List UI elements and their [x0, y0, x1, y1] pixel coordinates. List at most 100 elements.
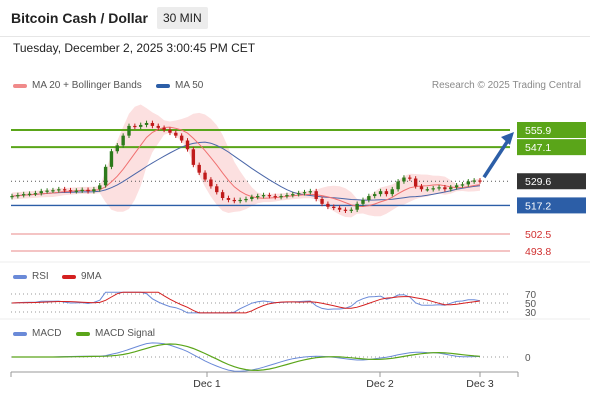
candle-body — [133, 125, 137, 128]
candle-body — [121, 135, 125, 146]
candle-body — [466, 181, 470, 185]
level-label: 517.2 — [525, 200, 551, 212]
level-label: 547.1 — [525, 142, 551, 154]
candle-body — [232, 199, 236, 202]
candle-body — [443, 187, 447, 190]
target-label: 493.8 — [525, 246, 551, 258]
instrument-title: Bitcoin Cash / Dollar — [11, 10, 148, 26]
candle-body — [273, 196, 277, 198]
interval-button[interactable]: 30 MIN — [157, 7, 208, 29]
candle-body — [191, 149, 196, 165]
legend-9ma: 9MA — [62, 271, 102, 282]
signal-swatch — [76, 331, 90, 336]
rsi-level-label: 50 — [525, 299, 537, 310]
candle-body — [337, 207, 342, 210]
candle-body — [302, 192, 307, 194]
legend-macd-label: MACD — [32, 328, 62, 339]
candle-body — [402, 177, 406, 182]
candle-body — [267, 195, 272, 197]
legend-ma-bb-label: MA 20 + Bollinger Bands — [32, 80, 142, 91]
candle-body — [314, 191, 318, 199]
level-label-box — [517, 197, 586, 214]
candle-body — [256, 196, 260, 198]
x-tick-label: Dec 2 — [366, 378, 394, 390]
candle-body — [296, 193, 301, 195]
x-tick-label: Dec 1 — [193, 378, 221, 390]
candle-body — [279, 196, 283, 198]
candle-body — [238, 199, 242, 202]
ma9-swatch — [62, 274, 76, 279]
legend-ma-bb: MA 20 + Bollinger Bands — [13, 80, 142, 91]
candle-body — [472, 180, 476, 182]
legend-ma50: MA 50 — [156, 80, 203, 91]
candle-body — [115, 145, 119, 152]
level-label: 555.9 — [525, 125, 551, 137]
legend-macd: MACD — [13, 328, 61, 339]
candle-body — [332, 206, 336, 208]
candle-body — [431, 188, 435, 190]
rsi-9ma-line — [11, 291, 481, 314]
candle-body — [220, 192, 225, 199]
candle-body — [109, 151, 114, 167]
candle-body — [261, 195, 266, 197]
candle-body — [250, 197, 254, 199]
candle-body — [156, 125, 160, 128]
candle-body — [162, 127, 166, 130]
candle-body — [408, 177, 412, 179]
candle-body — [127, 125, 131, 136]
candle-body — [80, 189, 84, 192]
candle-body — [378, 191, 383, 195]
candle-body — [437, 187, 441, 189]
candle-body — [92, 189, 96, 192]
candle-body — [308, 191, 313, 193]
candle-body — [425, 189, 430, 191]
candle-body — [349, 209, 353, 211]
candle-body — [203, 172, 207, 180]
credit-text: Research © 2025 Trading Central — [431, 80, 581, 91]
legend-macd-signal: MACD Signal — [76, 328, 155, 339]
candle-body — [326, 203, 330, 207]
candle-body — [144, 122, 149, 125]
candle-body — [27, 193, 32, 195]
candle-body — [33, 193, 38, 195]
legend-ma50-label: MA 50 — [175, 80, 204, 91]
candle-body — [361, 199, 365, 204]
candle-body — [62, 189, 67, 191]
candle-body — [215, 186, 219, 193]
candle-body — [320, 198, 324, 204]
timestamp: Tuesday, December 2, 2025 3:00:45 PM CET — [13, 41, 256, 55]
candle-body — [291, 194, 295, 196]
x-tick-label: Dec 3 — [466, 378, 494, 390]
candle-body — [197, 164, 201, 173]
level-label-box — [517, 139, 586, 156]
forecast-arrowhead — [501, 132, 514, 145]
candle-body — [285, 195, 289, 197]
candle-body — [150, 122, 155, 126]
macd-swatch — [13, 331, 27, 336]
candle-body — [460, 184, 465, 186]
legend-rsi-label: RSI — [32, 271, 49, 282]
level-label-box — [517, 122, 586, 138]
target-label: 502.5 — [525, 229, 551, 241]
rsi-swatch — [13, 274, 27, 279]
candle-body — [355, 203, 359, 210]
candle-body — [174, 132, 178, 136]
candle-body — [139, 124, 143, 127]
candle-body — [179, 135, 184, 141]
rsi-line — [11, 291, 481, 314]
candle-body — [51, 190, 55, 192]
candle-body — [367, 196, 371, 200]
candle-body — [390, 189, 394, 195]
legend-macd-signal-label: MACD Signal — [95, 328, 156, 339]
chart-header: Bitcoin Cash / Dollar 30 MIN — [0, 0, 590, 37]
candle-body — [209, 179, 213, 187]
candle-body — [478, 180, 482, 182]
candle-body — [39, 191, 43, 194]
candle-body — [449, 187, 453, 190]
candle-body — [57, 189, 61, 191]
candle-body — [454, 185, 459, 188]
candle-body — [168, 129, 172, 133]
forecast-arrow — [482, 138, 511, 179]
rsi-level-label: 30 — [525, 308, 537, 319]
